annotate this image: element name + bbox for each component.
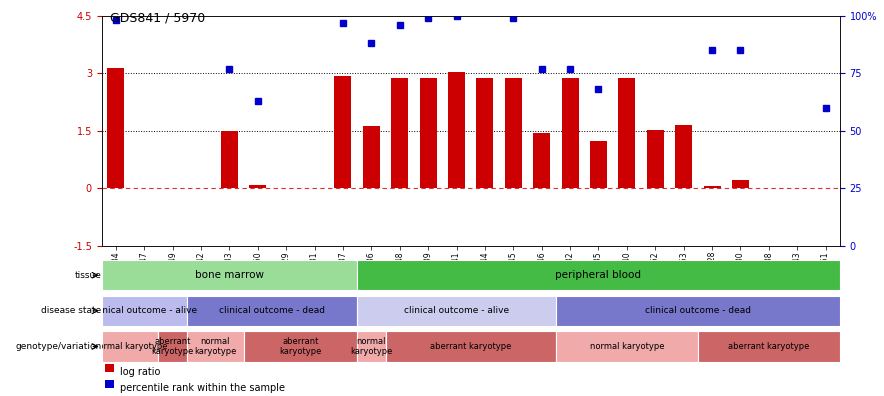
Text: log ratio: log ratio: [120, 367, 161, 377]
Bar: [107, 67, 125, 188]
Text: genotype/variation: genotype/variation: [15, 342, 102, 351]
Bar: [187, 331, 244, 362]
Bar: [357, 331, 385, 362]
Bar: [102, 331, 158, 362]
Text: percentile rank within the sample: percentile rank within the sample: [120, 383, 286, 393]
Bar: [249, 185, 266, 188]
Bar: [105, 380, 114, 388]
Bar: [187, 296, 357, 326]
Text: clinical outcome - dead: clinical outcome - dead: [219, 307, 325, 315]
Bar: [533, 133, 550, 188]
Bar: [647, 130, 664, 188]
Bar: [385, 331, 556, 362]
Text: normal
karyotype: normal karyotype: [350, 337, 392, 356]
Bar: [357, 296, 556, 326]
Text: normal
karyotype: normal karyotype: [194, 337, 236, 356]
Bar: [619, 78, 636, 188]
Bar: [590, 141, 607, 188]
Text: peripheral blood: peripheral blood: [555, 270, 642, 280]
Bar: [102, 296, 187, 326]
Bar: [334, 76, 352, 188]
Text: aberrant
karyotype: aberrant karyotype: [279, 337, 322, 356]
Bar: [556, 331, 697, 362]
Text: clinical outcome - alive: clinical outcome - alive: [92, 307, 197, 315]
Bar: [675, 125, 692, 188]
Bar: [732, 180, 749, 188]
Text: clinical outcome - alive: clinical outcome - alive: [404, 307, 509, 315]
Text: bone marrow: bone marrow: [194, 270, 264, 280]
Bar: [357, 260, 840, 290]
Text: aberrant karyotype: aberrant karyotype: [430, 342, 512, 351]
Bar: [476, 78, 493, 188]
Bar: [704, 186, 720, 188]
Bar: [244, 331, 357, 362]
Text: disease state: disease state: [42, 307, 102, 315]
Bar: [561, 78, 579, 188]
Text: GDS841 / 5970: GDS841 / 5970: [110, 12, 206, 25]
Bar: [105, 364, 114, 372]
Bar: [392, 78, 408, 188]
Bar: [158, 331, 187, 362]
Text: aberrant karyotype: aberrant karyotype: [728, 342, 810, 351]
Bar: [697, 331, 840, 362]
Bar: [505, 78, 522, 188]
Text: normal karyotype: normal karyotype: [590, 342, 664, 351]
Bar: [221, 131, 238, 188]
Text: normal karyotype: normal karyotype: [93, 342, 167, 351]
Bar: [362, 126, 380, 188]
Bar: [448, 72, 465, 188]
Bar: [420, 78, 437, 188]
Text: tissue: tissue: [75, 271, 102, 280]
Text: aberrant
karyotype: aberrant karyotype: [151, 337, 194, 356]
Text: clinical outcome - dead: clinical outcome - dead: [644, 307, 751, 315]
Bar: [556, 296, 840, 326]
Bar: [102, 260, 357, 290]
